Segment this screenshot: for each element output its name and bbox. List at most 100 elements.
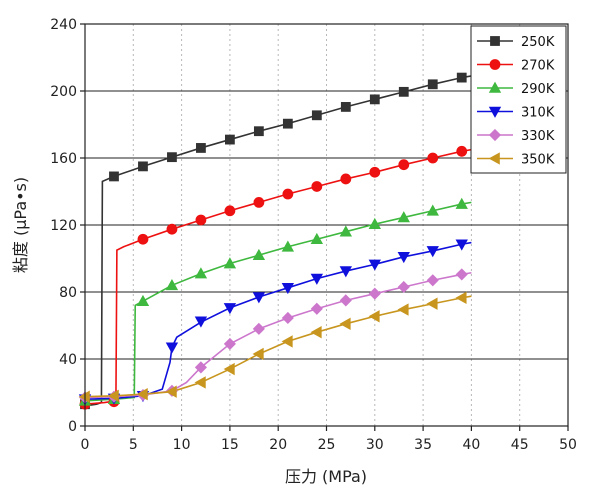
- legend-label: 290K: [521, 82, 555, 97]
- data-point-series-0: [456, 72, 467, 83]
- legend-label: 310K: [521, 106, 555, 121]
- legend-label: 250K: [521, 35, 555, 50]
- x-tick-label: 45: [511, 437, 529, 453]
- data-point-series-5: [339, 317, 351, 331]
- x-tick-label: 5: [129, 437, 138, 453]
- x-tick-label: 0: [81, 437, 90, 453]
- data-point-series-5: [136, 387, 148, 401]
- legend-box: [470, 25, 567, 174]
- data-point-series-0: [340, 102, 351, 112]
- data-point-series-5: [252, 347, 264, 361]
- data-point-series-4: [194, 361, 207, 374]
- data-point-series-2: [223, 257, 237, 269]
- data-point-series-5: [281, 335, 293, 348]
- data-point-series-2: [339, 225, 352, 237]
- data-point-series-3: [310, 273, 324, 285]
- data-point-series-5: [107, 389, 119, 403]
- data-point-series-0: [369, 94, 380, 105]
- data-point-series-3: [194, 316, 208, 328]
- data-point-series-1: [311, 181, 323, 192]
- data-point-series-5: [223, 362, 235, 376]
- legend-swatch-marker: [488, 106, 502, 118]
- y-tick-label: 160: [50, 151, 77, 167]
- data-point-series-0: [167, 152, 177, 163]
- tick-labels: 0 5 10 15 20 25 30 35 40 45 50 0 40 80 120 160 200 240: [50, 17, 577, 453]
- x-tick-label: 30: [366, 437, 384, 453]
- data-point-series-1: [282, 188, 294, 200]
- series-markers: [78, 72, 468, 410]
- legend-swatch-marker: [489, 59, 501, 70]
- data-point-series-2: [136, 294, 150, 307]
- y-tick-label: 200: [50, 84, 77, 100]
- data-point-series-1: [398, 159, 410, 171]
- legend-swatch-marker: [488, 81, 502, 93]
- legend-label: 350K: [521, 153, 555, 168]
- data-point-series-5: [397, 303, 409, 316]
- data-point-series-5: [194, 376, 206, 389]
- x-tick-label: 35: [414, 437, 432, 453]
- data-point-series-0: [427, 79, 438, 90]
- data-point-series-3: [426, 246, 439, 258]
- data-point-series-0: [253, 126, 264, 137]
- data-point-series-1: [166, 223, 178, 235]
- x-tick-label: 40: [462, 437, 480, 453]
- legend-label: 270K: [521, 59, 555, 74]
- y-tick-label: 80: [59, 285, 77, 301]
- data-point-series-2: [165, 278, 179, 291]
- data-point-series-2: [310, 232, 324, 245]
- data-point-series-0: [138, 161, 148, 172]
- data-point-series-2: [194, 267, 208, 279]
- data-point-series-0: [224, 134, 235, 145]
- data-point-series-5: [165, 385, 177, 398]
- data-point-series-4: [397, 280, 410, 294]
- x-axis-title: 压力 (MPa): [285, 467, 367, 486]
- data-point-series-2: [368, 217, 381, 229]
- y-tick-label: 0: [68, 419, 77, 435]
- data-point-series-3: [165, 342, 179, 354]
- legend-swatch-marker: [490, 36, 500, 46]
- x-tick-label: 10: [173, 437, 191, 453]
- legend: 250K 270K 290K 310K 330K 350K: [470, 25, 567, 174]
- data-point-series-4: [426, 274, 439, 287]
- data-point-series-5: [455, 291, 467, 305]
- data-point-series-3: [252, 292, 266, 304]
- data-point-series-1: [340, 173, 352, 185]
- data-point-series-1: [224, 205, 236, 217]
- data-point-series-4: [368, 287, 381, 300]
- data-point-series-0: [282, 118, 293, 129]
- data-point-series-3: [281, 283, 295, 295]
- data-point-series-1: [253, 196, 265, 208]
- legend-label: 330K: [521, 129, 555, 144]
- data-point-series-5: [426, 297, 438, 310]
- data-point-series-3: [368, 259, 381, 271]
- y-tick-label: 40: [59, 352, 77, 368]
- y-tick-label: 240: [50, 17, 77, 33]
- data-point-series-3: [455, 239, 468, 251]
- data-point-series-1: [427, 152, 439, 164]
- data-point-series-0: [398, 86, 409, 97]
- data-point-series-0: [311, 110, 322, 121]
- series-line-3: [84, 241, 472, 400]
- data-point-series-2: [426, 204, 439, 216]
- data-point-series-1: [195, 214, 207, 226]
- x-tick-label: 15: [221, 437, 239, 453]
- data-point-series-2: [252, 248, 266, 260]
- data-point-series-3: [223, 303, 237, 315]
- legend-swatch-marker: [488, 128, 502, 142]
- x-tick-label: 50: [559, 437, 577, 453]
- data-point-series-1: [456, 145, 468, 157]
- data-point-series-2: [397, 211, 410, 223]
- data-point-series-2: [455, 197, 468, 209]
- y-axis-title: 粘度 (μPa•s): [11, 177, 30, 273]
- data-point-series-1: [137, 233, 149, 245]
- x-tick-label: 20: [269, 437, 287, 453]
- data-point-series-4: [339, 294, 352, 307]
- data-point-series-0: [196, 143, 206, 153]
- data-point-series-4: [223, 337, 236, 350]
- y-tick-label: 120: [50, 218, 77, 234]
- data-point-series-3: [397, 252, 410, 264]
- data-point-series-2: [281, 240, 295, 252]
- legend-swatch-marker: [488, 152, 500, 165]
- data-point-series-3: [339, 266, 352, 278]
